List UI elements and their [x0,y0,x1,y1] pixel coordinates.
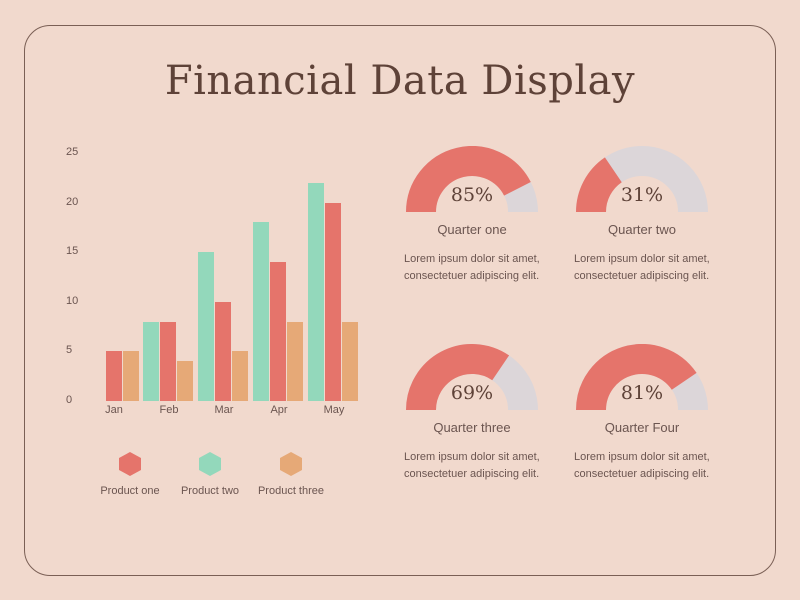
y-axis-tick: 10 [66,294,79,307]
gauge-description: Lorem ipsum dolor sit amet, consectetuer… [404,253,540,282]
gauge-description: Lorem ipsum dolor sit amet, consectetuer… [574,253,710,282]
x-axis-tick: Feb [159,404,179,416]
x-axis-tick: May [323,404,345,416]
gauge-fill [576,157,623,213]
y-axis-tick: 20 [66,195,79,208]
hexagon-icon [280,452,302,476]
gauge-percent: 81% [620,382,664,404]
bar-product-two [253,222,269,401]
y-axis-tick: 25 [66,146,79,158]
gauge-quarter-four: 81% Quarter Four Lorem ipsum dolor sit a… [572,344,712,483]
y-axis-tick: 15 [66,245,79,258]
bar-product-one [270,262,286,401]
legend-item-product-one: Product one [90,452,170,497]
gauge-fill [576,344,697,411]
bar-product-three [287,321,303,401]
half-donut-gauge [576,344,708,411]
legend-label: Product one [100,485,160,497]
gauge-percent: 85% [450,184,494,206]
bar-product-two [308,182,324,401]
bar-product-one [215,301,231,401]
gauge-label: Quarter Four [604,420,680,435]
gauge-fill [406,146,531,213]
half-donut-gauge [406,344,538,411]
gauge-label: Quarter two [608,222,676,237]
bar-product-three [177,361,193,401]
half-donut-gauge [406,146,538,213]
y-axis-tick: 0 [66,394,73,406]
gauge-percent: 69% [450,382,494,404]
page-title: Financial Data Display [164,58,636,104]
bar-product-three [232,351,248,401]
half-donut-gauge [576,146,708,213]
gauge-percent: 31% [620,184,664,206]
bar-product-three [123,351,139,401]
bar-product-two [198,252,214,401]
bar-product-one [160,321,176,401]
legend-item-product-two: Product two [170,452,250,497]
legend-item-product-three: Product three [251,452,331,497]
bar-chart: 0 5 10 15 20 25 Jan Feb Mar Apr May [60,140,370,430]
x-axis-tick: Mar [214,404,234,416]
bar-product-three [342,321,358,401]
slide-frame [24,25,776,576]
y-axis-tick: 5 [66,344,73,357]
x-axis-tick: Apr [270,404,288,416]
bar-product-one [106,351,122,401]
gauge-quarter-three: 69% Quarter three Lorem ipsum dolor sit … [402,344,542,483]
chart-legend: Product one Product two Product three [90,452,350,502]
bar-product-two [143,321,159,401]
bar-product-one [325,202,341,401]
legend-label: Product three [257,485,325,497]
hexagon-icon [119,452,141,476]
gauge-quarter-one: 85% Quarter one Lorem ipsum dolor sit am… [402,146,542,285]
gauge-description: Lorem ipsum dolor sit amet, consectetuer… [574,451,710,480]
gauge-quarter-two: 31% Quarter two Lorem ipsum dolor sit am… [572,146,712,285]
gauge-description: Lorem ipsum dolor sit amet, consectetuer… [404,451,540,480]
legend-label: Product two [180,485,240,497]
gauge-label: Quarter three [433,420,511,435]
gauge-label: Quarter one [437,222,507,237]
gauge-fill [406,344,510,411]
hexagon-icon [199,452,221,476]
x-axis-tick: Jan [105,404,123,416]
